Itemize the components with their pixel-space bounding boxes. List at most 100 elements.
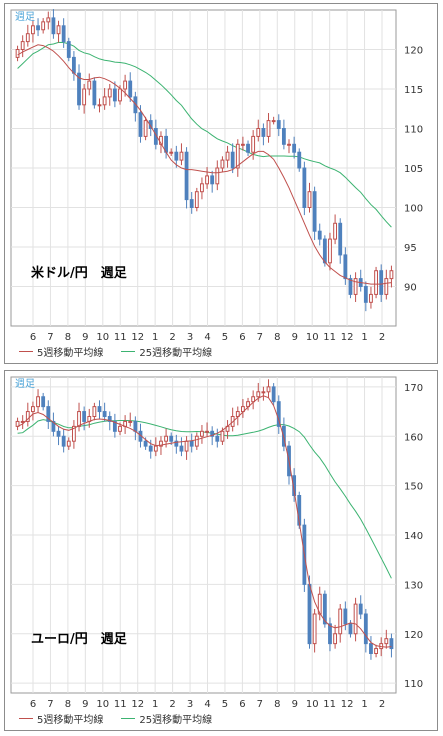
candle-body xyxy=(251,135,256,153)
candle-body xyxy=(25,411,30,422)
candle xyxy=(333,214,338,245)
x-tick-label: 1 xyxy=(152,332,158,343)
candle xyxy=(133,91,138,122)
candle xyxy=(61,18,66,48)
candle-body xyxy=(369,293,373,303)
candle-body xyxy=(363,613,368,645)
candle-body xyxy=(297,151,302,169)
candle xyxy=(82,406,87,431)
y-tick-label: 105 xyxy=(404,164,423,175)
x-tick-label: 8 xyxy=(274,699,280,710)
candle xyxy=(307,182,312,213)
legend-ma5: 5週移動平均線 xyxy=(19,344,103,359)
candle-body xyxy=(107,416,112,422)
candle xyxy=(210,170,215,193)
candle xyxy=(251,390,256,410)
candle xyxy=(261,123,266,146)
candle xyxy=(261,386,266,401)
candle-body xyxy=(66,41,71,58)
chart-title: 米ドル/円 週足 xyxy=(31,265,128,281)
candle-body xyxy=(77,411,81,427)
candle-body xyxy=(46,17,51,23)
candle xyxy=(15,417,20,431)
candle-body xyxy=(205,175,209,185)
candle-body xyxy=(312,613,317,645)
candle xyxy=(292,468,297,502)
candle xyxy=(66,37,71,62)
candle-body xyxy=(82,411,87,422)
candle-body xyxy=(220,430,225,442)
candle xyxy=(317,223,322,246)
candle-body xyxy=(97,104,102,107)
candle-body xyxy=(15,49,20,58)
x-tick-label: 5 xyxy=(222,699,228,710)
candle xyxy=(107,83,112,106)
candle-body xyxy=(328,623,332,645)
y-tick-label: 110 xyxy=(404,125,423,136)
candle-body xyxy=(292,143,297,153)
candle xyxy=(384,269,389,300)
candle-body xyxy=(363,286,368,303)
candle xyxy=(15,45,20,62)
x-tick-label: 2 xyxy=(379,699,385,710)
candle xyxy=(82,83,87,114)
candle xyxy=(343,601,348,631)
candle-body xyxy=(200,183,204,193)
y-tick-label: 115 xyxy=(404,85,423,96)
candle xyxy=(205,167,209,189)
candle-body xyxy=(41,396,46,408)
candle-body xyxy=(389,638,394,650)
candle xyxy=(246,140,250,156)
candle-body xyxy=(20,41,25,50)
candle xyxy=(374,266,378,299)
x-tick-label: 9 xyxy=(292,699,298,710)
candle-body xyxy=(307,583,312,645)
candle xyxy=(51,412,56,437)
candle xyxy=(25,402,30,427)
candle xyxy=(87,73,92,96)
candle-body xyxy=(118,88,122,102)
candle-body xyxy=(31,25,35,35)
candle xyxy=(338,604,343,643)
candle-body xyxy=(353,603,358,635)
candle xyxy=(112,81,117,108)
candle-body xyxy=(31,406,35,413)
candle-body xyxy=(56,25,61,35)
candle-body xyxy=(102,411,107,417)
candle xyxy=(215,160,220,191)
x-tick-label: 2 xyxy=(169,332,175,343)
candle xyxy=(363,608,368,653)
candle xyxy=(363,281,368,312)
candle-body xyxy=(133,420,138,432)
candle-body xyxy=(328,238,332,264)
candle xyxy=(333,624,338,649)
candle-body xyxy=(36,25,40,31)
x-tick-label: 9 xyxy=(82,699,88,710)
candle-body xyxy=(276,401,281,427)
candle xyxy=(77,64,81,110)
candle-body xyxy=(92,80,97,106)
candle-body xyxy=(25,33,30,43)
candle xyxy=(194,432,199,450)
x-tick-label: 1 xyxy=(152,699,158,710)
candle xyxy=(92,402,97,421)
candle-body xyxy=(174,440,179,447)
candle xyxy=(194,187,199,212)
candle xyxy=(102,88,107,110)
candle-body xyxy=(215,167,220,185)
x-tick-label: 12 xyxy=(131,332,144,343)
y-tick-label: 140 xyxy=(404,531,423,542)
candle-body xyxy=(46,406,51,422)
x-tick-label: 11 xyxy=(114,699,127,710)
candle-body xyxy=(322,238,327,264)
candle-body xyxy=(61,25,66,43)
candle-body xyxy=(343,254,348,280)
candle-body xyxy=(71,425,76,442)
candle-body xyxy=(333,222,338,240)
candle xyxy=(56,426,61,446)
x-tick-label: 11 xyxy=(114,332,127,343)
candle xyxy=(61,428,66,453)
candle xyxy=(148,439,153,459)
